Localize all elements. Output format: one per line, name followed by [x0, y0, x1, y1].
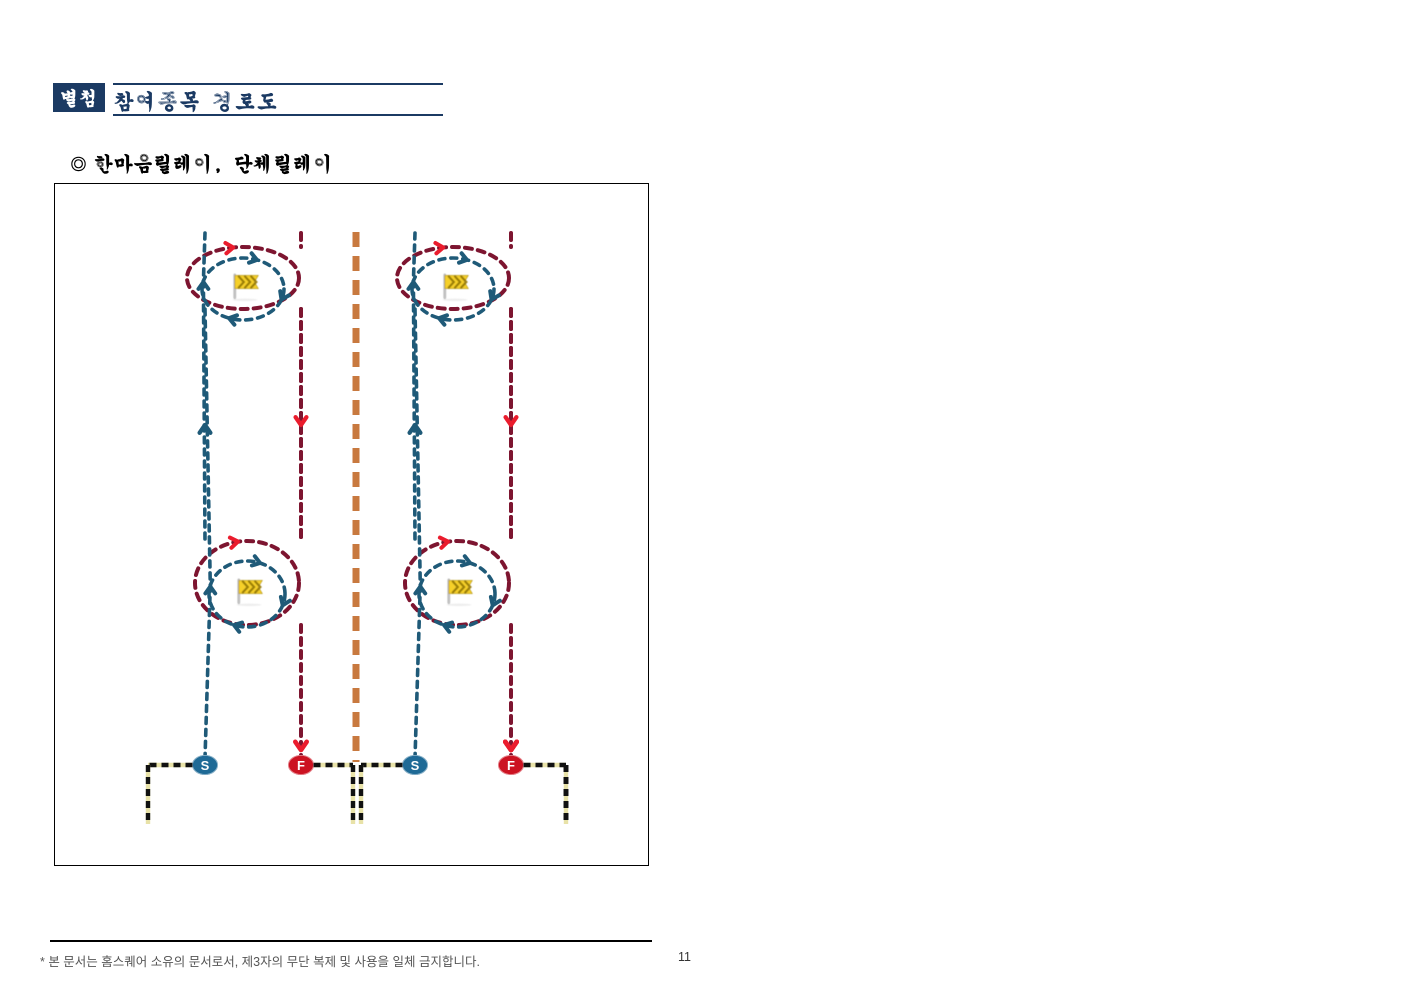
- svg-text:S: S: [201, 758, 210, 773]
- svg-text:F: F: [297, 758, 305, 773]
- svg-text:S: S: [411, 758, 420, 773]
- svg-text:F: F: [507, 758, 515, 773]
